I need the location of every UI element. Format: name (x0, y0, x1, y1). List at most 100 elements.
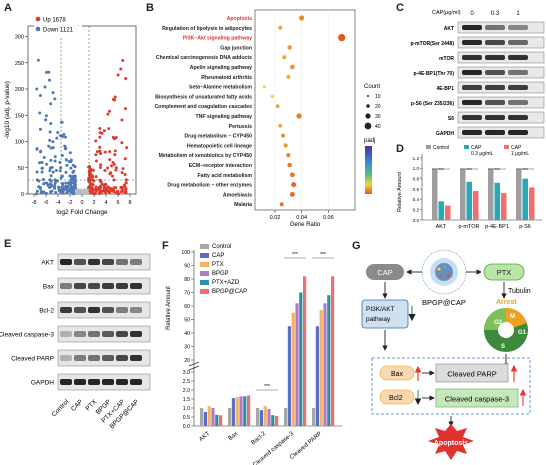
volcano-down-point (40, 170, 44, 174)
blot-c-band (462, 40, 482, 45)
bar-f-bar (200, 408, 204, 426)
volcano-down-point (48, 190, 52, 194)
cleaved-parp-node (435, 363, 509, 383)
bar-f-sig: *** (264, 384, 270, 390)
blot-c-band (462, 130, 482, 135)
pi3k-pathway-label-2: pathway (366, 316, 391, 323)
apoptosis-regulators-box (371, 357, 531, 415)
bar-d-sig: *** (438, 168, 444, 174)
bar-f-bar (287, 326, 291, 426)
blot-c-band (508, 40, 528, 45)
arrest-label: Arrest (496, 299, 517, 306)
volcano-down-point (48, 168, 52, 172)
panel-label-b: B (146, 2, 154, 14)
kegg-dot (279, 202, 284, 207)
blot-e-row-label: Cleaved caspase-3 (0, 332, 54, 339)
bar-f-bar (299, 292, 303, 426)
bax-label: Bax (391, 371, 404, 378)
kegg-dot (262, 85, 266, 88)
tubulin-label: Tubulin (508, 288, 531, 295)
volcano-down-point (63, 135, 67, 139)
bar-f-legend-swatch (200, 280, 209, 285)
bar-d-ytick-label: 0.2 (413, 207, 420, 212)
blot-c-band (508, 130, 528, 135)
volcano-up-point (89, 169, 93, 173)
volcano-up-point (91, 174, 95, 178)
volcano-down-point (35, 87, 39, 91)
bar-d-category-label: p-4E-BP1 (485, 224, 509, 230)
volcano-xlabel: log2 Fold Change (56, 209, 108, 216)
volcano-up-point (88, 191, 92, 195)
panel-e: E AKT Bax Bcl-2 Cleaved caspase-3 Cleaved PA… (0, 238, 160, 465)
bar-f-ytick-top: 90 (184, 264, 190, 270)
volcano-down-point (69, 179, 73, 183)
volcano-up-point (98, 126, 102, 130)
bar-f-ytick-top: 50 (184, 318, 190, 324)
volcano-up-point (112, 137, 116, 141)
kegg-dot (282, 55, 287, 60)
blot-e-row-label: Bcl-2 (39, 308, 54, 315)
volcano-up-point (102, 129, 106, 133)
phase-s: S (501, 344, 505, 350)
volcano-down-point (40, 189, 44, 193)
bar-f-bar (284, 408, 288, 426)
volcano-down-point (52, 185, 56, 189)
volcano-up-point (98, 166, 102, 170)
bar-f-bar (331, 276, 335, 426)
blot-c-band (508, 100, 528, 105)
phase-m: M (510, 314, 515, 320)
ptx-node (483, 263, 525, 281)
blot-e-band (60, 307, 72, 313)
volcano-down-point (51, 140, 55, 144)
blot-c-band (485, 130, 505, 135)
bar-d-bar (494, 182, 500, 220)
bar-f-ytick-bottom: 2.0 (183, 388, 190, 394)
volcano-down-point (58, 160, 62, 164)
volcano-down-point (49, 121, 53, 125)
panel-label-d: D (396, 143, 404, 155)
blot-c-band (508, 115, 528, 120)
volcano-down-point (71, 163, 75, 167)
bar-f-legend-label: CAP (212, 253, 224, 259)
volcano-down-point (69, 166, 73, 170)
bar-f-bar (211, 408, 215, 426)
mechanism-scheme: CAP PTX BPGP@CAP Tubulin Arrest (361, 249, 531, 460)
kegg-term-label: Metabolism of xenobiotics by CYP450 (159, 153, 253, 159)
blot-c-row-label: AKT (444, 26, 454, 32)
bar-f-ytick-top: 40 (184, 331, 190, 337)
volcano-xtick-label: -8 (32, 200, 37, 206)
volcano-xtick-label: 4 (104, 200, 107, 206)
volcano-up-point (111, 174, 115, 178)
bar-f-bar (291, 312, 295, 426)
panel-f: F 0.0 0.5 1.0 1.5 2.0 2.5 3.0 20 30 40 50 60 70 80 90 1… (160, 238, 346, 465)
volcano-up-point (112, 178, 116, 182)
blot-e-band (102, 355, 114, 361)
bar-f-legend-label: BPGP@CAP (212, 289, 247, 295)
volcano-xtick-label: 6 (116, 200, 119, 206)
volcano-ns-point (86, 188, 90, 192)
volcano-down-point (73, 175, 77, 179)
volcano-down-point (69, 182, 73, 186)
blot-e-band (74, 331, 86, 337)
blot-c-row-label: p-mTOR(Ser 2448) (410, 41, 454, 47)
blot-e-band (74, 355, 86, 361)
blot-c-row-label: GAPDH (436, 131, 454, 137)
bar-d-ytick-label: 0.4 (413, 197, 420, 202)
bcl2-node (379, 389, 415, 405)
volcano-down-point (53, 97, 57, 101)
blot-e-band (116, 379, 128, 385)
volcano-up-point (117, 192, 121, 196)
kegg-term-label: Pertussis (229, 124, 252, 130)
blot-e-band (130, 355, 142, 361)
blot-e-band (116, 283, 128, 289)
bar-chart-f: 0.0 0.5 1.0 1.5 2.0 2.5 3.0 20 30 40 50 60 70 80 90 100… (166, 244, 342, 465)
count-legend-dot (366, 104, 370, 108)
kegg-term-label: Amoebiasis (223, 192, 252, 198)
panel-label-a: A (4, 2, 12, 14)
blot-e-band (130, 307, 142, 313)
volcano-up-point (114, 168, 118, 172)
volcano-down-point (58, 189, 62, 193)
volcano-down-point (39, 150, 43, 154)
volcano-up-point (94, 189, 98, 193)
blot-c-band (485, 55, 505, 60)
